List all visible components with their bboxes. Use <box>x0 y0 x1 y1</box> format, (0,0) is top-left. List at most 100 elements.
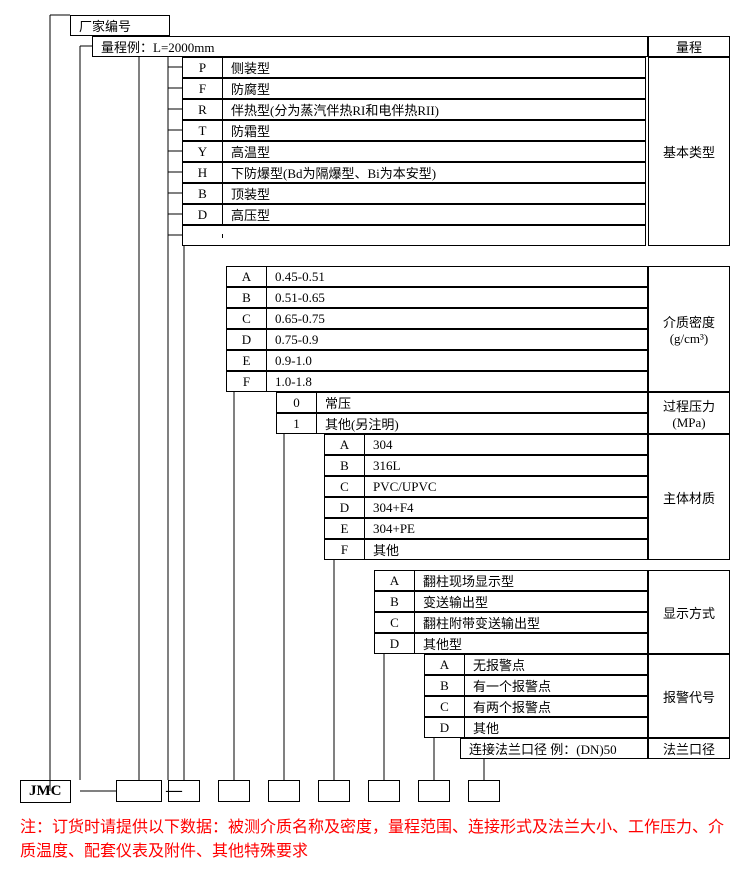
spec-row: B变送输出型 <box>374 591 648 612</box>
code-cell: B <box>227 288 267 308</box>
spec-row: B0.51-0.65 <box>226 287 648 308</box>
prefix-label: JMC <box>20 780 71 803</box>
desc-cell: 防腐型 <box>223 77 645 100</box>
code-cell: D <box>425 718 465 738</box>
desc-cell: 厂家编号 <box>71 14 169 37</box>
code-box-1[interactable] <box>168 780 200 802</box>
code-cell: C <box>375 613 415 633</box>
spec-row: E304+PE <box>324 518 648 539</box>
code-cell: D <box>183 205 223 225</box>
spec-row: F防腐型 <box>182 78 646 99</box>
desc-cell: 侧装型 <box>223 56 645 79</box>
side-label: 法兰口径 <box>648 738 730 759</box>
code-box-0[interactable] <box>116 780 162 802</box>
spec-row: 连接法兰口径 例：(DN)50 <box>460 738 648 759</box>
desc-cell: 变送输出型 <box>415 590 647 613</box>
desc-cell: 316L <box>365 456 647 476</box>
desc-cell: 304 <box>365 435 647 455</box>
footnote: 注：订货时请提供以下数据：被测介质名称及密度，量程范围、连接形式及法兰大小、工作… <box>20 816 730 864</box>
spec-row: D0.75-0.9 <box>226 329 648 350</box>
side-label: 过程压力 (MPa) <box>648 392 730 434</box>
spec-row: 厂家编号 <box>70 15 170 36</box>
code-boxes: JMC <box>20 780 71 803</box>
desc-cell: 高压型 <box>223 203 645 226</box>
code-cell: B <box>325 456 365 476</box>
desc-cell: 304+F4 <box>365 498 647 518</box>
code-cell: 0 <box>277 393 317 413</box>
spec-row: A翻柱现场显示型 <box>374 570 648 591</box>
spec-row: F1.0-1.8 <box>226 371 648 392</box>
desc-cell: 0.9-1.0 <box>267 351 647 371</box>
spec-row <box>182 225 646 246</box>
code-cell: C <box>425 697 465 717</box>
spec-row: D高压型 <box>182 204 646 225</box>
spec-row: CPVC/UPVC <box>324 476 648 497</box>
code-cell: A <box>227 267 267 287</box>
code-box-4[interactable] <box>318 780 350 802</box>
desc-cell: 伴热型(分为蒸汽伴热RI和电伴热RII) <box>223 98 645 121</box>
code-cell: E <box>227 351 267 371</box>
desc-cell: 顶装型 <box>223 182 645 205</box>
code-cell: B <box>375 592 415 612</box>
side-label: 报警代号 <box>648 654 730 738</box>
spec-row: 1其他(另注明) <box>276 413 648 434</box>
spec-row: Y高温型 <box>182 141 646 162</box>
side-label: 量程 <box>648 36 730 57</box>
ordering-code-diagram: 厂家编号量程例：L=2000mmP侧装型F防腐型R伴热型(分为蒸汽伴热RI和电伴… <box>20 10 730 810</box>
desc-cell: 0.75-0.9 <box>267 330 647 350</box>
desc-cell: 0.65-0.75 <box>267 309 647 329</box>
spec-row: P侧装型 <box>182 57 646 78</box>
code-cell: C <box>325 477 365 497</box>
code-cell: H <box>183 163 223 183</box>
desc-cell: 无报警点 <box>465 653 647 676</box>
desc-cell: 有一个报警点 <box>465 674 647 697</box>
spec-row: H下防爆型(Bd为隔爆型、Bi为本安型) <box>182 162 646 183</box>
spec-row: A304 <box>324 434 648 455</box>
desc-cell: 常压 <box>317 391 647 414</box>
spec-row: C翻柱附带变送输出型 <box>374 612 648 633</box>
desc-cell: 有两个报警点 <box>465 695 647 718</box>
side-label: 基本类型 <box>648 57 730 246</box>
code-cell: 1 <box>277 414 317 434</box>
side-label: 介质密度 (g/cm³) <box>648 266 730 392</box>
spec-row: R伴热型(分为蒸汽伴热RI和电伴热RII) <box>182 99 646 120</box>
spec-row: D其他 <box>424 717 648 738</box>
spec-row: B顶装型 <box>182 183 646 204</box>
spec-row: B有一个报警点 <box>424 675 648 696</box>
side-label: 主体材质 <box>648 434 730 560</box>
desc-cell: PVC/UPVC <box>365 477 647 497</box>
code-cell: T <box>183 121 223 141</box>
desc-cell: 其他 <box>365 538 647 561</box>
desc-cell: 翻柱附带变送输出型 <box>415 611 647 634</box>
code-cell: A <box>325 435 365 455</box>
spec-row: D其他型 <box>374 633 648 654</box>
spec-row: D304+F4 <box>324 497 648 518</box>
desc-cell: 1.0-1.8 <box>267 372 647 392</box>
spec-row: A0.45-0.51 <box>226 266 648 287</box>
code-cell: D <box>325 498 365 518</box>
code-box-6[interactable] <box>418 780 450 802</box>
spec-row: 0常压 <box>276 392 648 413</box>
code-cell: F <box>183 79 223 99</box>
desc-cell: 304+PE <box>365 519 647 539</box>
code-cell: B <box>183 184 223 204</box>
desc-cell: 高温型 <box>223 140 645 163</box>
spec-row: C0.65-0.75 <box>226 308 648 329</box>
code-cell: F <box>227 372 267 392</box>
spec-row: 量程例：L=2000mm <box>92 36 648 57</box>
desc-cell: 下防爆型(Bd为隔爆型、Bi为本安型) <box>223 161 645 184</box>
code-cell: B <box>425 676 465 696</box>
code-cell: E <box>325 519 365 539</box>
code-box-2[interactable] <box>218 780 250 802</box>
desc-cell: 0.45-0.51 <box>267 267 647 287</box>
spec-row: F其他 <box>324 539 648 560</box>
code-cell: D <box>375 634 415 654</box>
code-box-5[interactable] <box>368 780 400 802</box>
code-cell <box>183 234 223 238</box>
desc-cell <box>223 234 645 238</box>
code-box-7[interactable] <box>468 780 500 802</box>
code-box-3[interactable] <box>268 780 300 802</box>
spec-row: A无报警点 <box>424 654 648 675</box>
desc-cell: 其他(另注明) <box>317 412 647 435</box>
code-cell: D <box>227 330 267 350</box>
